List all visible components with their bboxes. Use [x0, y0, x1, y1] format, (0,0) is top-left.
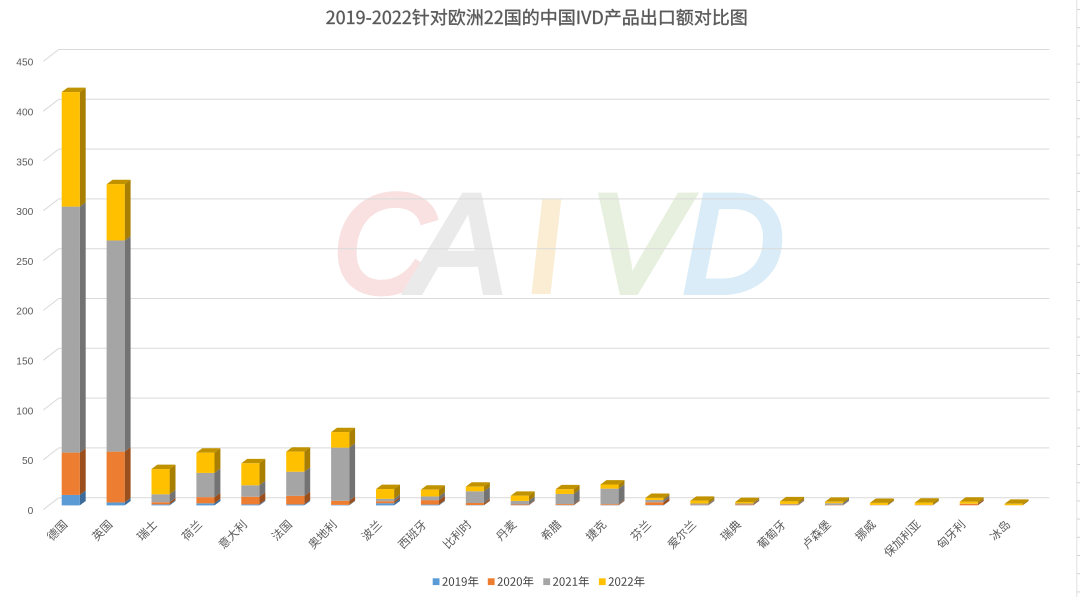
svg-text:A: A — [406, 165, 506, 322]
svg-text:400: 400 — [16, 108, 33, 119]
svg-text:250: 250 — [16, 257, 33, 268]
svg-text:150: 150 — [16, 357, 33, 368]
svg-text:0: 0 — [28, 506, 34, 517]
svg-text:50: 50 — [22, 456, 34, 467]
svg-text:450: 450 — [16, 58, 33, 69]
svg-text:100: 100 — [16, 406, 33, 417]
svg-text:300: 300 — [16, 207, 33, 218]
svg-text:D: D — [683, 165, 784, 322]
svg-text:200: 200 — [16, 307, 33, 318]
svg-text:350: 350 — [16, 157, 33, 168]
svg-text:C: C — [333, 165, 435, 322]
svg-text:V: V — [590, 165, 695, 322]
